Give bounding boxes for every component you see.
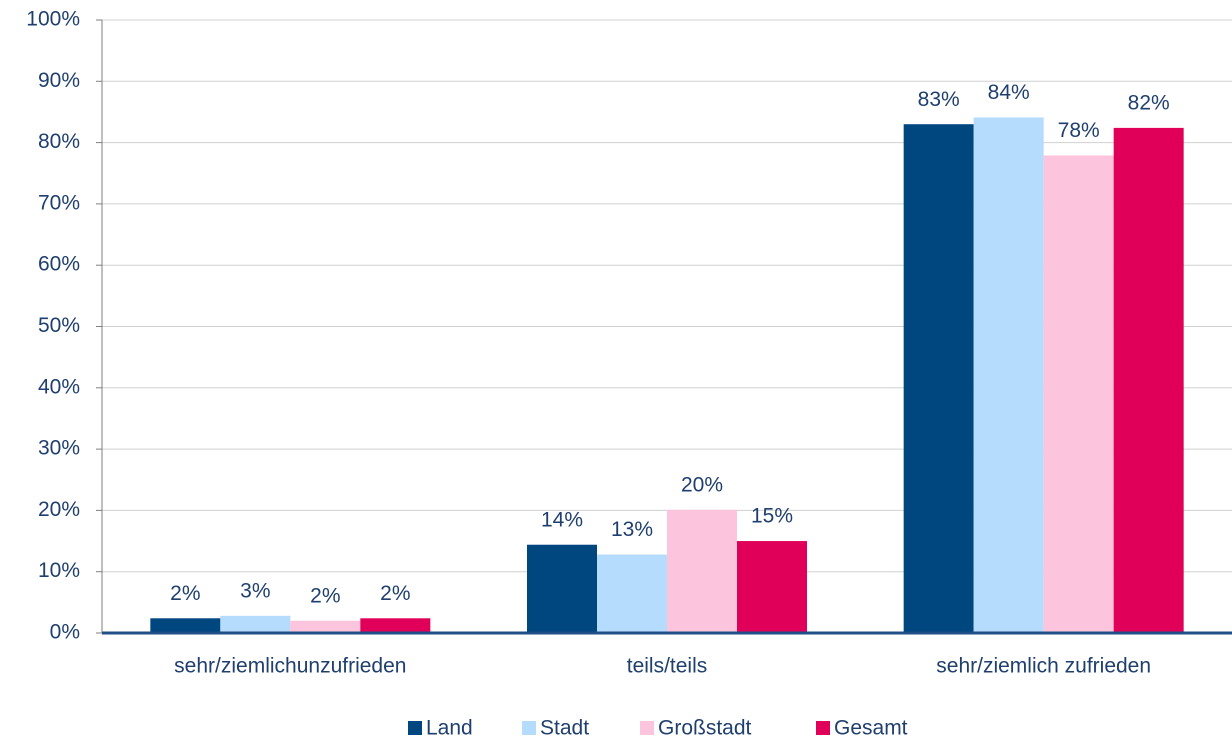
value-label: 2% [380, 582, 410, 605]
y-tick-label: 30% [38, 437, 80, 460]
value-label: 2% [310, 584, 340, 607]
bar [360, 618, 431, 633]
bar [667, 509, 737, 633]
bar [597, 554, 667, 633]
y-tick-label: 70% [38, 191, 80, 214]
value-label: 15% [751, 505, 793, 528]
value-label: 78% [1058, 119, 1100, 142]
y-tick-label: 50% [38, 314, 80, 337]
value-label: 20% [681, 473, 723, 496]
value-label: 3% [240, 579, 270, 602]
bar [220, 615, 291, 633]
y-tick-label: 80% [38, 130, 80, 153]
bar [527, 544, 597, 633]
bar [150, 618, 221, 633]
bar [1043, 155, 1114, 633]
legend-label: Stadt [540, 717, 589, 740]
y-tick-label: 40% [38, 375, 80, 398]
value-label: 83% [918, 88, 960, 111]
value-label: 14% [541, 508, 583, 531]
bar [737, 541, 807, 633]
x-tick-label: sehr/ziemlichunzufrieden [174, 655, 406, 678]
value-label: 82% [1128, 91, 1170, 114]
legend-label: Land [426, 717, 473, 740]
legend-swatch [640, 721, 654, 735]
legend-swatch [408, 721, 422, 735]
legend-label: Gesamt [834, 717, 908, 740]
bar [903, 124, 974, 634]
value-label: 2% [170, 582, 200, 605]
y-tick-label: 60% [38, 253, 80, 276]
y-tick-label: 100% [26, 8, 80, 31]
value-label: 84% [988, 81, 1030, 104]
y-tick-label: 0% [50, 621, 80, 644]
y-tick-label: 10% [38, 559, 80, 582]
bar [1113, 127, 1184, 633]
x-tick-label: sehr/ziemlich zufrieden [936, 655, 1151, 678]
bar [973, 117, 1044, 634]
y-tick-label: 90% [38, 69, 80, 92]
x-tick-label: teils/teils [627, 655, 708, 678]
legend-swatch [522, 721, 536, 735]
value-label: 13% [611, 518, 653, 541]
legend-swatch [816, 721, 830, 735]
legend-label: Großstadt [658, 717, 752, 740]
bar [290, 620, 361, 633]
y-tick-label: 20% [38, 498, 80, 521]
